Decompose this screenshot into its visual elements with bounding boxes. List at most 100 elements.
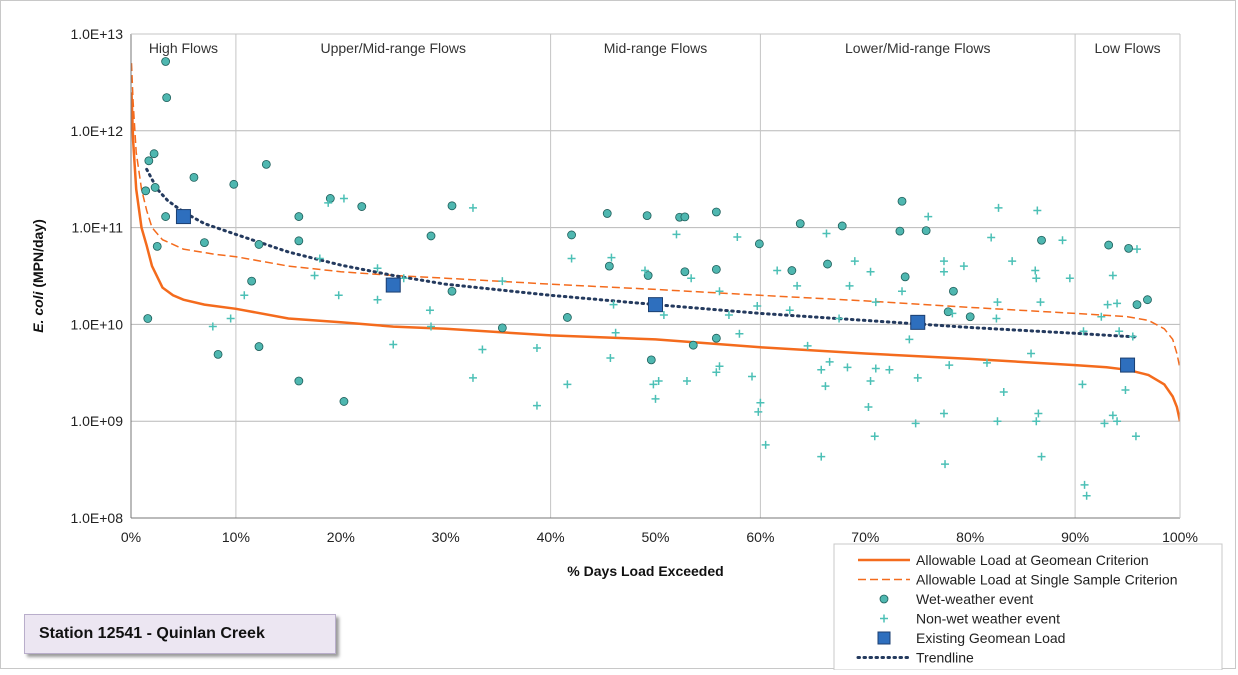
non-wet-weather-point: [785, 306, 794, 315]
non-wet-weather-point: [1113, 417, 1122, 426]
non-wet-weather-point: [373, 295, 382, 304]
non-wet-weather-point: [651, 394, 660, 403]
non-wet-weather-point: [1008, 257, 1017, 266]
non-wet-weather-point: [924, 212, 933, 221]
non-wet-weather-point: [850, 257, 859, 266]
y-axis-label-unit: (MPN/day): [30, 219, 46, 291]
wet-weather-point: [646, 355, 656, 365]
wet-weather-point: [261, 159, 271, 169]
non-wet-weather-point: [1058, 236, 1067, 245]
wet-weather-point: [426, 231, 436, 241]
non-wet-weather-point: [905, 335, 914, 344]
wet-weather-point: [680, 212, 690, 222]
non-wet-weather-point: [1079, 327, 1088, 336]
non-wet-weather-point: [682, 377, 691, 386]
station-label-text: Station 12541 - Quinlan Creek: [39, 625, 265, 642]
non-wet-weather-point: [866, 267, 875, 276]
non-wet-weather-point: [754, 407, 763, 416]
legend-label: Wet-weather event: [916, 591, 1033, 607]
non-wet-weather-point: [1078, 380, 1087, 389]
non-wet-weather-point: [1115, 327, 1124, 336]
wet-weather-point: [1124, 243, 1133, 253]
wet-weather-point: [162, 93, 172, 103]
non-wet-weather-point: [654, 377, 663, 386]
wet-weather-point: [754, 239, 764, 249]
wet-weather-point: [294, 236, 304, 246]
non-wet-weather-point: [939, 257, 948, 266]
wet-weather-point: [357, 202, 367, 211]
wet-weather-point: [837, 221, 847, 231]
non-wet-weather-point: [715, 362, 724, 371]
wet-weather-point: [949, 286, 958, 296]
existing-geomean-load-point: [1120, 357, 1136, 373]
non-wet-weather-point: [1031, 266, 1040, 275]
non-wet-weather-point: [817, 452, 826, 461]
wet-weather-point: [150, 183, 160, 192]
non-wet-weather-point: [753, 301, 762, 310]
non-wet-weather-point: [427, 322, 436, 331]
non-wet-weather-point: [987, 233, 996, 242]
wet-weather-point: [823, 259, 832, 269]
non-wet-weather-point: [563, 380, 572, 389]
wet-weather-point: [642, 211, 652, 221]
region-label: Low Flows: [1094, 40, 1160, 56]
non-wet-weather-point: [324, 198, 333, 207]
non-wet-weather-point: [871, 364, 880, 373]
wet-weather-point: [200, 238, 209, 247]
non-wet-weather-point: [208, 322, 217, 331]
non-wet-weather-point: [687, 274, 696, 283]
non-wet-weather-point: [993, 298, 1002, 307]
non-wet-weather-point: [756, 398, 765, 407]
non-wet-weather-point: [945, 361, 954, 370]
non-wet-weather-point: [310, 271, 319, 280]
non-wet-weather-point: [913, 373, 922, 382]
x-axis-label: % Days Load Exceeded: [567, 563, 723, 579]
wet-weather-point: [144, 156, 154, 166]
wet-weather-point: [213, 349, 223, 359]
non-wet-weather-point: [773, 266, 782, 275]
non-wet-weather-point: [748, 372, 757, 381]
non-wet-weather-point: [649, 380, 658, 389]
non-wet-weather-point: [821, 382, 830, 391]
series-line-allowable-load-at-geomean-criterion: [131, 92, 1180, 422]
non-wet-weather-point: [226, 314, 235, 323]
y-tick-label: 1.0E+09: [70, 413, 123, 429]
non-wet-weather-point: [659, 311, 668, 320]
wet-weather-point: [447, 201, 457, 211]
non-wet-weather-point: [468, 373, 477, 382]
non-wet-weather-point: [885, 365, 894, 374]
non-wet-weather-point: [1033, 206, 1042, 215]
wet-weather-point: [711, 333, 721, 343]
wet-weather-point: [447, 286, 457, 296]
non-wet-weather-point: [941, 460, 950, 469]
non-wet-weather-point: [1121, 386, 1130, 395]
non-wet-weather-point: [870, 432, 879, 441]
non-wet-weather-point: [1103, 300, 1112, 309]
non-wet-weather-point: [611, 328, 620, 337]
non-wet-weather-point: [835, 314, 844, 323]
existing-geomean-load-point: [385, 277, 401, 293]
legend-label: Non-wet weather event: [916, 611, 1060, 627]
non-wet-weather-point: [733, 232, 742, 241]
wet-weather-point: [562, 313, 572, 322]
non-wet-weather-point: [793, 281, 802, 290]
wet-weather-point: [254, 240, 264, 249]
non-wet-weather-point: [994, 203, 1003, 212]
non-wet-weather-point: [724, 311, 733, 320]
wet-weather-point: [921, 226, 931, 236]
wet-weather-point: [567, 230, 576, 240]
wet-weather-point: [1037, 235, 1046, 245]
non-wet-weather-point: [468, 203, 477, 212]
wet-weather-point: [897, 196, 907, 206]
non-wet-weather-point: [1082, 491, 1091, 500]
non-wet-weather-point: [803, 341, 812, 350]
y-tick-label: 1.0E+13: [70, 26, 123, 42]
non-wet-weather-point: [817, 365, 826, 374]
wet-weather-point: [339, 397, 349, 406]
wet-weather-point: [1132, 300, 1142, 310]
legend-label: Allowable Load at Single Sample Criterio…: [916, 572, 1177, 588]
non-wet-weather-point: [1097, 312, 1106, 321]
non-wet-weather-point: [567, 254, 576, 263]
legend-label: Trendline: [916, 650, 974, 666]
